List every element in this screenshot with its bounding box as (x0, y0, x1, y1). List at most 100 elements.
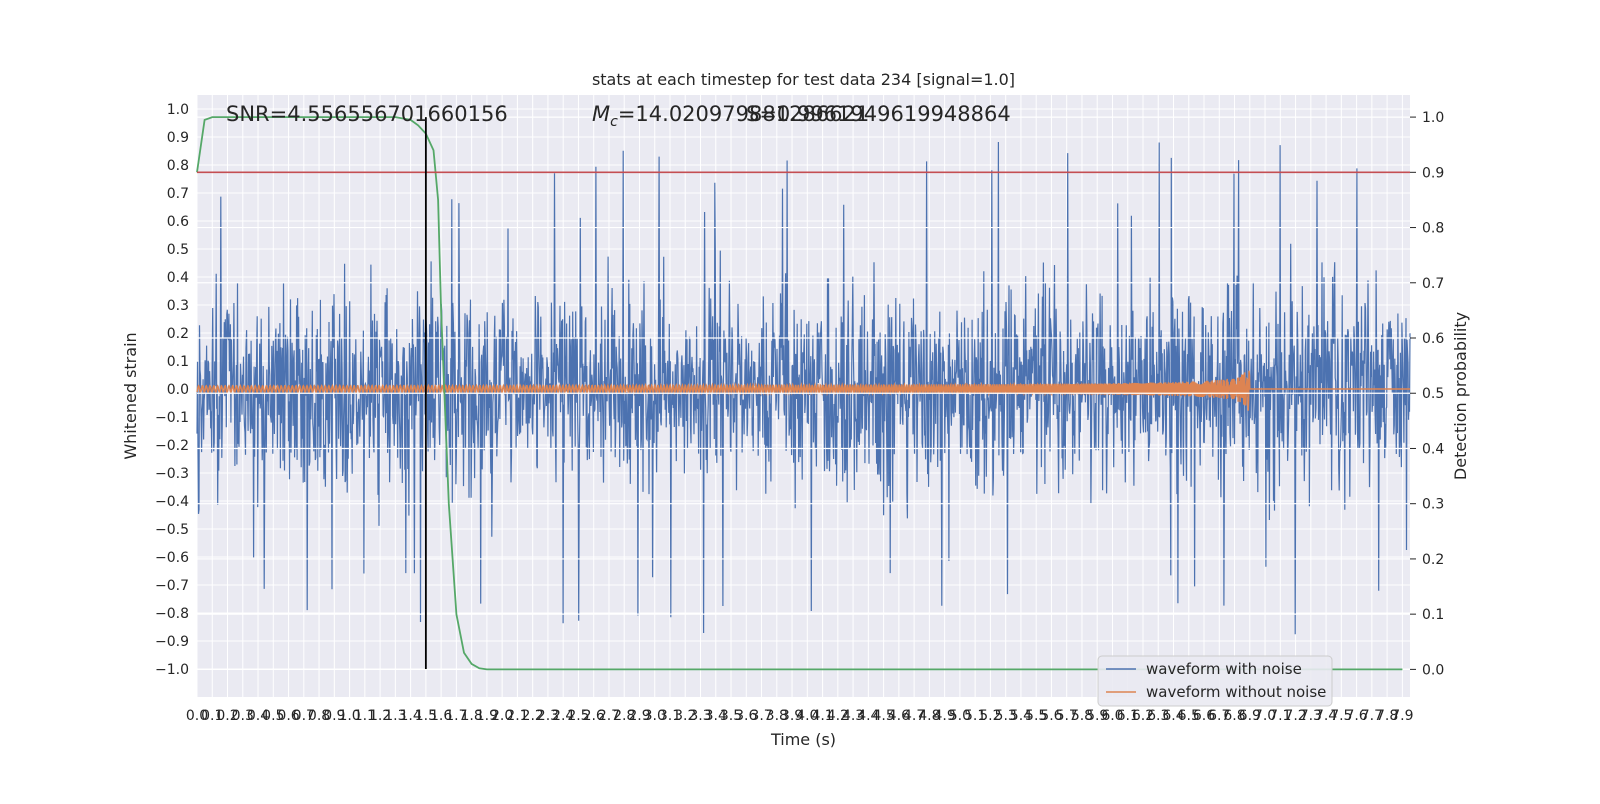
x-tick-label: 6.0 (1101, 708, 1123, 724)
x-tick-label: 4.4 (857, 708, 879, 724)
y-tick-label: −0.8 (155, 606, 189, 622)
clean-waveform-line (196, 370, 1410, 411)
y-tick-label: −0.9 (155, 634, 189, 650)
x-tick-label: 0.9 (323, 708, 345, 724)
x-tick-label: 4.6 (888, 708, 910, 724)
overlap-annotation: S=0.9961949619948864 (746, 102, 1011, 126)
x-tick-label: 1.8 (461, 708, 483, 724)
y2-tick-label: 0.7 (1422, 276, 1444, 292)
x-axis-label: Time (s) (770, 730, 836, 749)
x-tick-label: 3.2 (674, 708, 696, 724)
x-tick-label: 6.1 (1117, 708, 1139, 724)
y2-tick-label: 0.8 (1422, 221, 1444, 237)
x-tick-label: 0.4 (247, 708, 269, 724)
y-tick-label: 0.5 (167, 242, 189, 258)
x-tick-label: 6.5 (1178, 708, 1200, 724)
x-tick-label: 7.0 (1254, 708, 1276, 724)
x-tick-label: 3.1 (659, 708, 681, 724)
x-axis-ticks: 0.00.10.20.30.40.50.60.70.80.91.01.11.21… (186, 708, 1414, 724)
y-tick-label: 0.9 (167, 130, 189, 146)
x-tick-label: 1.9 (476, 708, 498, 724)
y2-tick-label: 0.3 (1422, 497, 1444, 513)
x-tick-label: 1.0 (338, 708, 360, 724)
x-tick-label: 2.8 (613, 708, 635, 724)
y-tick-label: 1.0 (167, 102, 189, 118)
x-tick-label: 7.5 (1330, 708, 1352, 724)
x-tick-label: 4.2 (827, 708, 849, 724)
x-tick-label: 1.5 (415, 708, 437, 724)
x-tick-label: 5.9 (1086, 708, 1108, 724)
x-tick-label: 3.4 (705, 708, 727, 724)
y2-tick-label: 0.5 (1422, 386, 1444, 402)
chirp-mass-annotation: Mc=14.020979881286621 (592, 102, 869, 130)
x-tick-label: 7.9 (1391, 708, 1413, 724)
x-tick-label: 7.2 (1284, 708, 1306, 724)
x-tick-label: 3.5 (720, 708, 742, 724)
x-tick-label: 5.0 (949, 708, 971, 724)
x-tick-label: 7.4 (1315, 708, 1337, 724)
x-tick-label: 7.7 (1361, 708, 1383, 724)
x-tick-label: 2.0 (491, 708, 513, 724)
x-tick-label: 5.5 (1025, 708, 1047, 724)
series-waveform-without-noise (196, 370, 1410, 411)
x-tick-label: 5.2 (979, 708, 1001, 724)
x-tick-label: 2.4 (552, 708, 574, 724)
y-tick-label: 0.6 (167, 214, 189, 230)
x-tick-label: 0.8 (308, 708, 330, 724)
x-tick-label: 1.7 (445, 708, 467, 724)
x-tick-label: 4.1 (811, 708, 833, 724)
x-tick-label: 4.8 (918, 708, 940, 724)
x-tick-label: 2.1 (506, 708, 528, 724)
y-tick-label: 0.0 (167, 382, 189, 398)
y-axis-ticks: 1.0 0.9 0.8 0.7 0.6 0.5 0.4 0.3 0.2 0.1 0.0 −0.1 −0.… (155, 102, 189, 678)
y-axis-label: Whitened strain (121, 332, 140, 459)
x-tick-label: 1.2 (369, 708, 391, 724)
right-y-axis-ticks: 1.0 0.9 0.8 0.7 0.6 0.5 0.4 0.3 0.2 0.1 0.0 (1410, 110, 1444, 678)
mc-value: =14.020979881286621 (618, 102, 869, 126)
x-tick-label: 7.8 (1376, 708, 1398, 724)
x-tick-label: 2.9 (628, 708, 650, 724)
y2-tick-label: 0.2 (1422, 552, 1444, 568)
legend-box (1097, 655, 1333, 707)
x-tick-label: 5.7 (1056, 708, 1078, 724)
y2-tick-label: 0.4 (1422, 441, 1444, 457)
x-tick-label: 6.3 (1147, 708, 1169, 724)
legend-label-noise: waveform with noise (1146, 660, 1302, 678)
x-tick-label: 5.3 (995, 708, 1017, 724)
x-tick-label: 6.2 (1132, 708, 1154, 724)
right-axis-grid-lines (197, 116, 1410, 670)
chart-title: stats at each timestep for test data 234… (592, 70, 1015, 89)
y2-tick-label: 0.9 (1422, 165, 1444, 181)
x-tick-label: 3.3 (689, 708, 711, 724)
x-tick-label: 0.7 (293, 708, 315, 724)
y-tick-label: 0.3 (167, 298, 189, 314)
y2-tick-label: 0.6 (1422, 331, 1444, 347)
x-tick-label: 3.8 (766, 708, 788, 724)
x-tick-label: 5.4 (1010, 708, 1032, 724)
x-tick-label: 2.3 (537, 708, 559, 724)
y-tick-label: −0.7 (155, 578, 189, 594)
mc-symbol: M (592, 102, 610, 126)
y2-tick-label: 0.1 (1422, 607, 1444, 623)
y-tick-label: 0.1 (167, 354, 189, 370)
x-tick-label: 4.3 (842, 708, 864, 724)
y-tick-label: 0.4 (167, 270, 189, 286)
legend: waveform with noise waveform without noi… (1097, 655, 1333, 707)
right-y-axis-label: Detection probability (1451, 312, 1470, 480)
y-tick-label: 0.2 (167, 326, 189, 342)
x-tick-label: 4.5 (872, 708, 894, 724)
x-tick-label: 1.1 (354, 708, 376, 724)
x-tick-label: 0.2 (216, 708, 238, 724)
y2-tick-label: 0.0 (1422, 662, 1444, 678)
legend-label-clean: waveform without noise (1146, 683, 1326, 701)
x-tick-label: 5.8 (1071, 708, 1093, 724)
x-tick-label: 1.4 (399, 708, 421, 724)
y-tick-label: −0.6 (155, 550, 189, 566)
x-tick-label: 7.1 (1269, 708, 1291, 724)
x-tick-label: 0.3 (232, 708, 254, 724)
x-tick-label: 2.6 (583, 708, 605, 724)
y-tick-label: −0.2 (155, 438, 189, 454)
x-tick-label: 2.5 (567, 708, 589, 724)
